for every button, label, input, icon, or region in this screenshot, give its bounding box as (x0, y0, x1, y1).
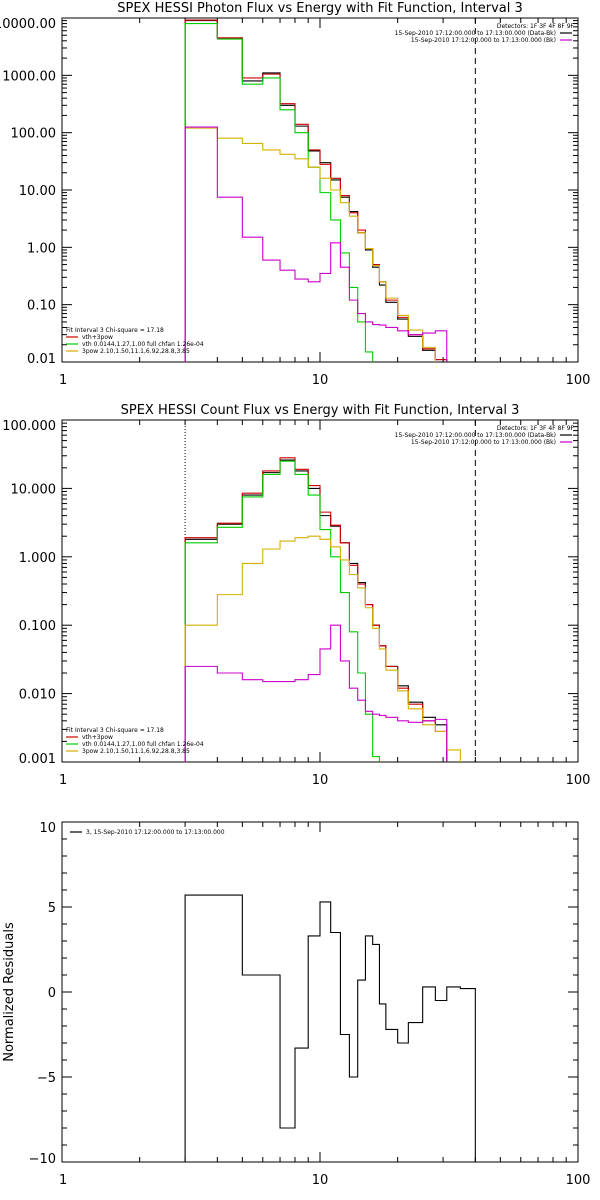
legend-entry-label: 15-Sep-2010 17:12:00.000 to 17:13:00.000… (395, 30, 556, 37)
plot-frame (61, 821, 579, 1163)
legend-detectors: Detectors: 1F 3F 4F 8F 9F (497, 23, 575, 30)
y-tick-label: 0.001 (19, 752, 56, 767)
y-tick-label: 10.00 (19, 184, 56, 199)
x-tick-label: 1 (59, 373, 67, 388)
series-bk-line (184, 624, 448, 762)
y-tick-label: 10 (39, 821, 56, 836)
y-tick-label: 5 (48, 901, 56, 916)
y-tick-label: 0.10 (27, 299, 56, 314)
x-tick-label: 100 (566, 373, 591, 388)
chart-title: SPEX HESSI Count Flux vs Energy with Fit… (121, 403, 520, 418)
legend-entry-label: 3pow 2.10,1.50,11.1,6.92,28.8,3.85 (82, 348, 190, 355)
series-bk-line (184, 126, 448, 362)
y-tick-label: 0.01 (27, 352, 56, 367)
y-tick-label: 100.000 (2, 419, 56, 434)
x-tick-label: 10 (312, 373, 329, 388)
y-tick-label: 10000.00 (0, 17, 56, 32)
legend-entry-label: 15-Sep-2010 17:12:00.000 to 17:13:00.000… (411, 37, 556, 44)
x-tick-label: 100 (566, 1173, 591, 1188)
legend-entry-label: 15-Sep-2010 17:12:00.000 to 17:13:00.000… (411, 439, 556, 446)
plot-frame (61, 419, 579, 763)
legend-entry-label: vth 0.0144,1.27,1.00 full chfan 1.26e-04 (82, 341, 204, 348)
legend-entry-label: 15-Sep-2010 17:12:00.000 to 17:13:00.000… (395, 432, 556, 439)
x-tick-label: 1 (59, 773, 67, 788)
y-tick-label: 100.00 (11, 127, 57, 142)
panel-1: SPEX HESSI Photon Flux vs Energy with Fi… (0, 1, 591, 388)
legend-entry-label: 3, 15-Sep-2010 17:12:00.000 to 17:13:00.… (86, 829, 225, 836)
series-3pow-line (184, 127, 436, 362)
x-tick-label: 100 (566, 773, 591, 788)
series-3pow-line (184, 535, 461, 762)
chart-title: SPEX HESSI Photon Flux vs Energy with Fi… (117, 1, 523, 16)
y-tick-label: 1.000 (19, 551, 56, 566)
x-tick-label: 10 (312, 773, 329, 788)
legend-fit-header: Fit Interval 3 Chi-square = 17.18 (66, 727, 164, 734)
y-tick-label: 10.000 (11, 482, 57, 497)
legend-fit-header: Fit Interval 3 Chi-square = 17.18 (66, 327, 164, 334)
y-tick-label: 0.010 (19, 688, 56, 703)
panel-3: 1 10 100 10 5 0 −5 −10 Normalized Residuals 3, 15… (2, 821, 590, 1188)
y-tick-label: 0.100 (19, 619, 56, 634)
y-tick-label: −10 (29, 1152, 56, 1167)
series-vth-line (184, 23, 374, 362)
series-vth-line (184, 460, 381, 762)
y-tick-label: 1000.00 (2, 69, 56, 84)
x-tick-label: 1 (59, 1173, 67, 1188)
legend-entry-label: vth+3pow (82, 334, 113, 341)
y-tick-label: −5 (37, 1071, 56, 1086)
y-axis-label: Normalized Residuals (2, 922, 17, 1062)
y-tick-label: 0 (48, 986, 56, 1001)
legend-entry-label: 3pow 2.10,1.50,11.1,6.92,28.8,3.85 (82, 748, 190, 755)
x-tick-label: 10 (312, 1173, 329, 1188)
y-tick-label: 1.00 (27, 241, 56, 256)
legend-entry-label: vth+3pow (82, 734, 113, 741)
series-residuals-line (184, 894, 476, 1162)
legend-entry-label: vth 0.0144,1.27,1.00 full chfan 1.26e-04 (82, 741, 204, 748)
legend-detectors: Detectors: 1F 3F 4F 8F 9F (497, 425, 575, 432)
panel-2: SPEX HESSI Count Flux vs Energy with Fit… (2, 403, 590, 788)
